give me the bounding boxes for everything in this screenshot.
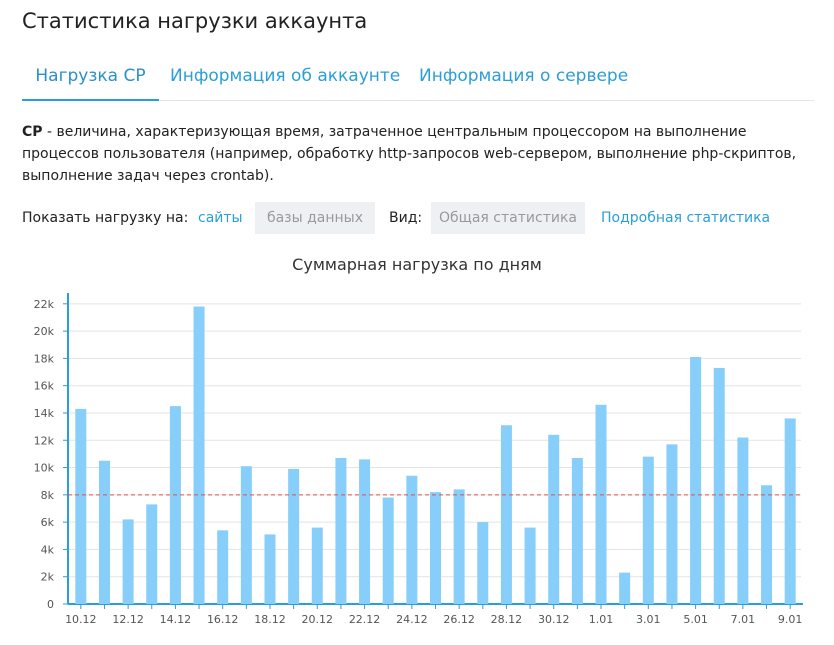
x-tick-label: 9.01 [778, 613, 803, 626]
bar-17.12[interactable] [240, 466, 252, 604]
detailed-stats-link[interactable]: Подробная статистика [601, 210, 771, 226]
x-tick-label: 12.12 [112, 613, 144, 626]
tab-server-info[interactable]: Информация о сервере [419, 66, 629, 86]
cp-description: CP - величина, характеризующая время, за… [22, 121, 808, 187]
bar-29.12[interactable] [524, 527, 536, 604]
bar-25.12[interactable] [430, 492, 441, 604]
sites-filter-link[interactable]: сайты [198, 210, 243, 226]
bar-9.01[interactable] [784, 418, 796, 604]
x-tick-label: 3.01 [636, 613, 661, 626]
bar-15.12[interactable] [193, 306, 205, 604]
tab-account-info[interactable]: Информация об аккаунте [170, 66, 401, 86]
y-tick-label: 6k [41, 516, 55, 529]
y-tick-label: 2k [41, 571, 55, 584]
bar-13.12[interactable] [146, 504, 158, 604]
chart-title: Суммарная нагрузка по дням [292, 255, 542, 274]
bar-2.01[interactable] [619, 572, 631, 604]
bar-30.12[interactable] [548, 434, 560, 604]
general-stats-button[interactable]: Общая статистика [431, 202, 585, 234]
page-title: Статистика нагрузки аккаунта [22, 9, 368, 33]
view-label: Вид: [389, 210, 423, 226]
bar-14.12[interactable] [169, 406, 181, 604]
filter-bar: Показать нагрузку на: сайты базы данных … [22, 202, 822, 234]
bar-26.12[interactable] [453, 489, 465, 604]
y-tick-label: 0 [47, 598, 54, 611]
daily-load-chart: Суммарная нагрузка по дням 0 2k 4k 6k 8k 10k 1… [34, 255, 803, 626]
bar-3.01[interactable] [642, 456, 654, 604]
bar-6.01[interactable] [713, 367, 725, 604]
cp-term: CP [22, 124, 43, 140]
bar-4.01[interactable] [666, 444, 678, 604]
chart-grid [68, 303, 801, 578]
bar-10.12[interactable] [75, 408, 87, 604]
bar-1.01[interactable] [595, 404, 607, 604]
x-tick-label: 16.12 [207, 613, 239, 626]
tab-bar: Нагрузка CP Информация об аккаунте Инфор… [22, 58, 814, 101]
x-tick-label: 22.12 [349, 613, 381, 626]
x-tick-label: 20.12 [302, 613, 334, 626]
x-tick-label: 7.01 [731, 613, 756, 626]
databases-filter-button[interactable]: базы данных [255, 202, 375, 234]
bar-8.01[interactable] [761, 485, 773, 604]
y-tick-label: 4k [41, 543, 55, 556]
bar-18.12[interactable] [264, 534, 276, 604]
y-tick-label: 14k [34, 407, 55, 420]
y-tick-label: 16k [34, 380, 55, 393]
bar-7.01[interactable] [737, 437, 749, 604]
bar-19.12[interactable] [288, 468, 300, 604]
bar-22.12[interactable] [359, 459, 371, 604]
y-tick-label: 12k [34, 434, 55, 447]
x-tick-label: 30.12 [538, 613, 570, 626]
bar-5.01[interactable] [690, 357, 702, 604]
y-axis-ticks: 0 2k 4k 6k 8k 10k 12k 14k 16k 18k 20k 22k [34, 298, 68, 611]
x-axis-ticks: 10.12 12.12 14.12 16.12 18.12 20.12 22.12 24.12… [65, 604, 802, 626]
bar-11.12[interactable] [98, 460, 110, 604]
y-tick-label: 10k [34, 462, 55, 475]
bar-28.12[interactable] [500, 425, 512, 604]
x-tick-label: 10.12 [65, 613, 97, 626]
bar-23.12[interactable] [382, 497, 394, 604]
chart-bars [75, 306, 796, 604]
bar-27.12[interactable] [477, 522, 489, 604]
bar-20.12[interactable] [311, 527, 323, 604]
bar-24.12[interactable] [406, 475, 418, 604]
x-tick-label: 1.01 [589, 613, 614, 626]
bar-31.12[interactable] [571, 458, 583, 604]
x-tick-label: 18.12 [254, 613, 286, 626]
bar-21.12[interactable] [335, 458, 347, 604]
bar-16.12[interactable] [217, 530, 229, 604]
x-tick-label: 14.12 [160, 613, 192, 626]
tab-cp-load[interactable]: Нагрузка CP [22, 58, 159, 101]
y-tick-label: 8k [41, 489, 55, 502]
x-tick-label: 26.12 [443, 613, 475, 626]
y-tick-label: 20k [34, 325, 55, 338]
y-tick-label: 18k [34, 352, 55, 365]
cp-description-text: - величина, характеризующая время, затра… [22, 124, 797, 184]
y-tick-label: 22k [34, 298, 55, 311]
x-tick-label: 5.01 [683, 613, 708, 626]
bar-12.12[interactable] [122, 519, 134, 604]
x-tick-label: 24.12 [396, 613, 428, 626]
load-target-label: Показать нагрузку на: [22, 210, 189, 226]
x-tick-label: 28.12 [491, 613, 523, 626]
